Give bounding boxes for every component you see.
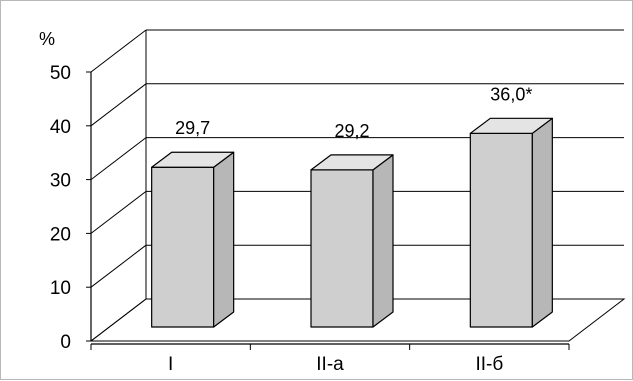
grid-connector bbox=[90, 244, 147, 288]
bar-value-label: 29,2 bbox=[334, 121, 369, 141]
bar-side bbox=[372, 154, 394, 328]
bar-front bbox=[151, 166, 215, 328]
bar-front bbox=[310, 169, 374, 328]
bar-side bbox=[531, 117, 553, 328]
bar-value-label: 36,0* bbox=[490, 84, 532, 104]
y-tick-label: 20 bbox=[50, 224, 71, 245]
x-category-label: I bbox=[168, 354, 173, 375]
bar bbox=[310, 154, 394, 328]
bar-top bbox=[151, 151, 235, 168]
x-category-label: II-a bbox=[316, 354, 344, 375]
bar-front bbox=[469, 132, 533, 328]
chart-floor bbox=[89, 298, 626, 342]
y-tick-label: 0 bbox=[60, 332, 71, 353]
bar bbox=[151, 151, 235, 328]
y-tick-label: 50 bbox=[50, 63, 71, 84]
bar-top bbox=[310, 154, 394, 171]
grid-connector bbox=[90, 29, 147, 73]
grid-connector bbox=[90, 191, 147, 234]
grid-connector bbox=[90, 83, 147, 127]
bar-side bbox=[213, 151, 235, 328]
y-tick-label: 40 bbox=[50, 117, 71, 138]
y-tick-label: 30 bbox=[50, 171, 71, 192]
grid-connector bbox=[90, 137, 147, 180]
y-tick-label: 10 bbox=[50, 278, 71, 299]
bar-top bbox=[469, 117, 553, 134]
x-category-label: II-б bbox=[475, 354, 503, 375]
y-axis-unit-label: % bbox=[39, 29, 55, 49]
bar bbox=[469, 117, 553, 328]
bar-value-label: 29,7 bbox=[175, 118, 210, 138]
